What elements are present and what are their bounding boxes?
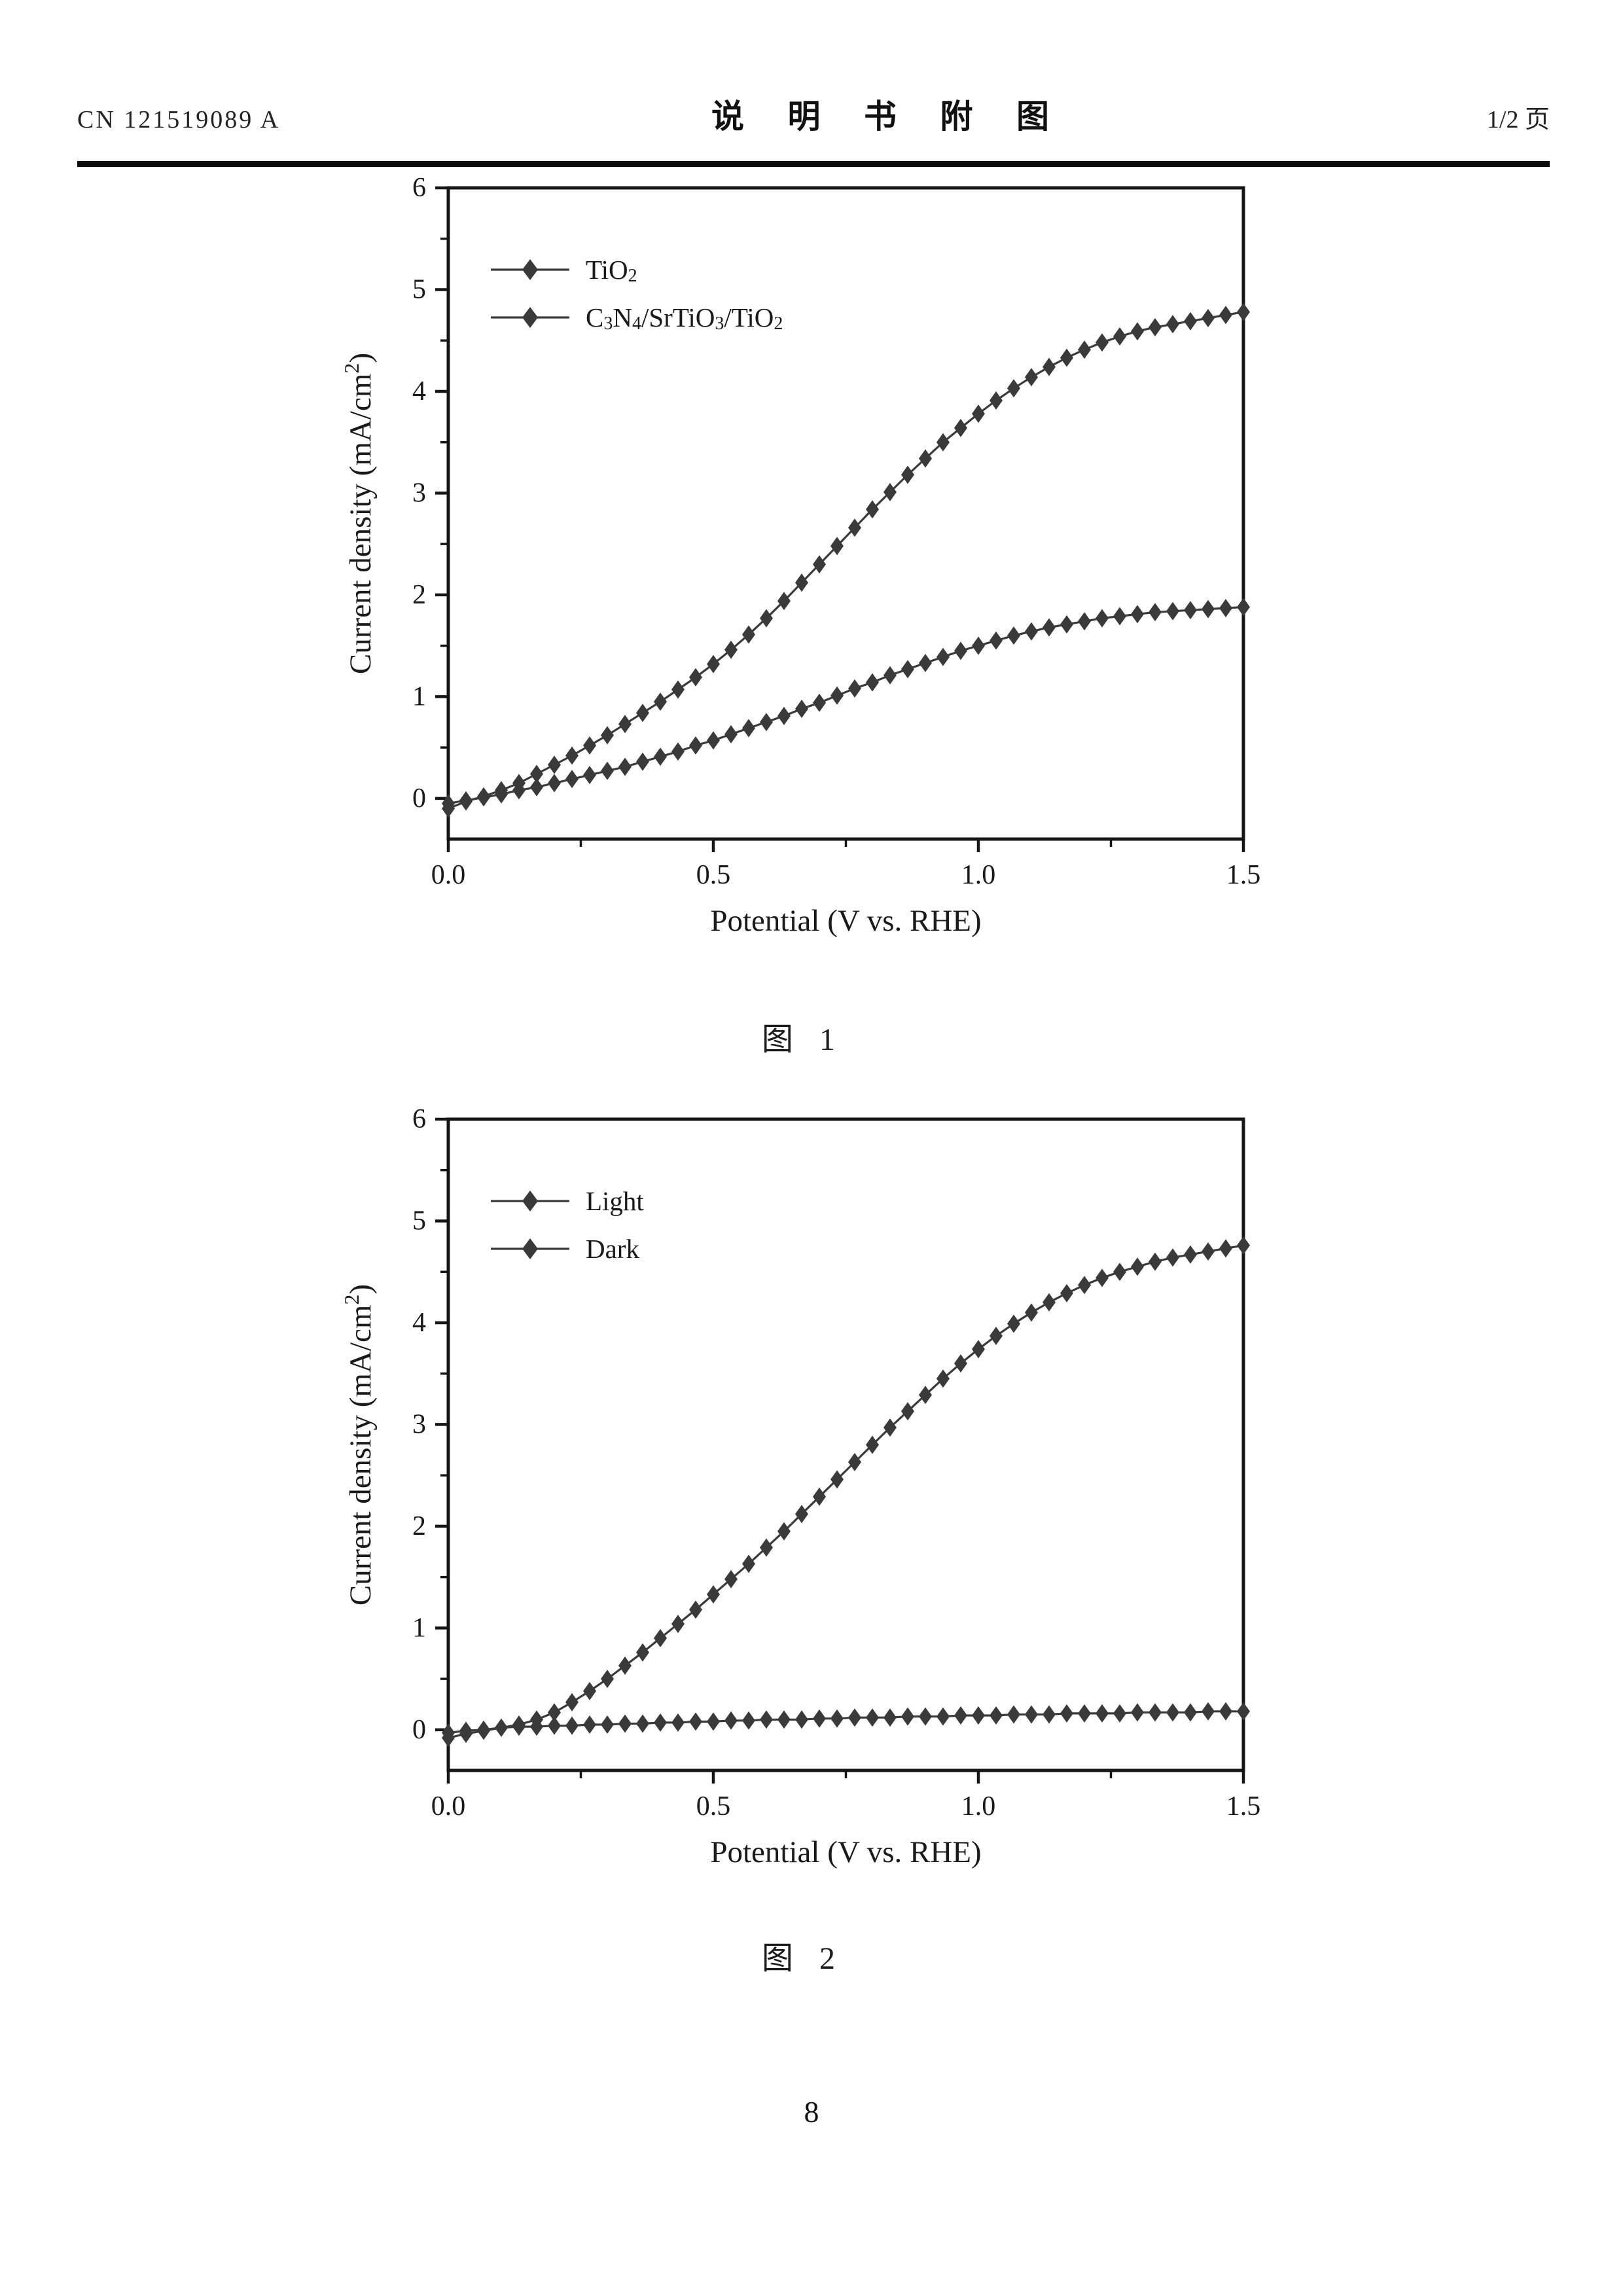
legend-marker — [522, 1191, 538, 1211]
figure1-chart: 0.0 0.5 1.0 1.5 Potential (V vs. RHE) 0 1 2 3 4 5 6… — [340, 173, 1261, 938]
svg-text:5: 5 — [412, 1206, 426, 1236]
plot-frame — [446, 186, 1245, 841]
series-dark — [442, 1702, 1250, 1742]
y-axis: 0 1 2 3 4 5 6 Current density (mA/cm2) — [340, 173, 448, 814]
legend-marker — [522, 307, 538, 328]
legend-label: Light — [586, 1186, 644, 1216]
series-markers — [442, 598, 1250, 813]
svg-text:0.0: 0.0 — [431, 860, 466, 890]
patent-number: CN 121519089 A — [77, 106, 281, 134]
figure2-chart: 0.0 0.5 1.0 1.5 Potential (V vs. RHE) 0 1 2 3 4 5 6… — [340, 1104, 1261, 1869]
svg-text:1: 1 — [412, 681, 426, 711]
legend-label: TiO2 — [586, 255, 637, 286]
svg-text:5: 5 — [412, 274, 426, 304]
svg-text:1: 1 — [412, 1613, 426, 1643]
series-line — [448, 311, 1244, 810]
svg-text:1.0: 1.0 — [961, 1791, 996, 1821]
y-axis-title: Current density (mA/cm2) — [340, 1284, 378, 1605]
svg-text:1.0: 1.0 — [961, 860, 996, 890]
x-axis: 0.0 0.5 1.0 1.5 Potential (V vs. RHE) — [431, 839, 1261, 938]
y-axis: 0 1 2 3 4 5 6 Current density (mA/cm2) — [340, 1104, 448, 1745]
svg-text:3: 3 — [412, 1409, 426, 1439]
series-line — [448, 605, 1244, 805]
figure1-caption: 图 1 — [761, 1022, 835, 1057]
page-number: 8 — [804, 2095, 819, 2128]
svg-text:0: 0 — [412, 1715, 426, 1745]
series-c3n4-srtio3-tio2 — [442, 302, 1250, 818]
svg-text:3: 3 — [412, 478, 426, 508]
svg-text:2: 2 — [412, 1511, 426, 1541]
svg-text:6: 6 — [412, 1104, 426, 1134]
series-markers — [442, 1236, 1250, 1748]
svg-text:1.5: 1.5 — [1226, 860, 1261, 890]
sheet-indicator: 1/2 页 — [1486, 106, 1550, 134]
series-light — [442, 1236, 1250, 1748]
page-header: CN 121519089 A 说 明 书 附 图 1/2 页 — [77, 90, 1550, 137]
series-markers — [442, 302, 1250, 818]
svg-text:0: 0 — [412, 783, 426, 814]
legend: Light Dark — [491, 1186, 644, 1264]
legend: TiO2 C3N4/SrTiO3/TiO2 — [491, 255, 783, 334]
series-line — [448, 1244, 1244, 1739]
svg-text:2: 2 — [412, 580, 426, 610]
x-axis-title: Potential (V vs. RHE) — [710, 904, 981, 938]
svg-text:0.0: 0.0 — [431, 1791, 466, 1821]
series-tio2 — [442, 598, 1250, 813]
legend-marker — [522, 1238, 538, 1259]
svg-text:4: 4 — [412, 1308, 426, 1338]
svg-text:6: 6 — [412, 173, 426, 203]
header-rule — [77, 161, 1550, 167]
legend-marker — [522, 259, 538, 280]
svg-text:4: 4 — [412, 376, 426, 406]
series-markers — [442, 1702, 1250, 1742]
legend-label: Dark — [586, 1234, 639, 1264]
x-axis-title: Potential (V vs. RHE) — [710, 1835, 981, 1869]
svg-text:1.5: 1.5 — [1226, 1791, 1261, 1821]
plot-frame — [446, 1117, 1245, 1772]
svg-text:0.5: 0.5 — [696, 860, 731, 890]
series-line — [448, 1710, 1243, 1734]
x-axis: 0.0 0.5 1.0 1.5 Potential (V vs. RHE) — [431, 1770, 1261, 1869]
svg-text:0.5: 0.5 — [696, 1791, 731, 1821]
y-axis-title: Current density (mA/cm2) — [340, 353, 378, 674]
legend-label: C3N4/SrTiO3/TiO2 — [586, 302, 783, 334]
document-section-title: 说 明 书 附 图 — [711, 98, 1056, 135]
figure2-caption: 图 2 — [761, 1941, 835, 1976]
